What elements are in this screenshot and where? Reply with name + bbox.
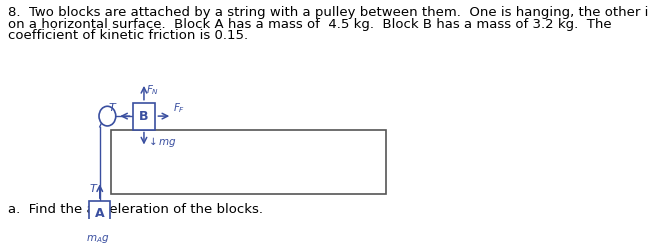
Text: coefficient of kinetic friction is 0.15.: coefficient of kinetic friction is 0.15.: [8, 29, 248, 42]
Text: $\downarrow mg$: $\downarrow mg$: [146, 135, 178, 149]
Text: T: T: [109, 103, 116, 113]
Bar: [89, 201, 110, 226]
Text: 8.  Two blocks are attached by a string with a pulley between them.  One is hang: 8. Two blocks are attached by a string w…: [8, 6, 648, 19]
Text: a.  Find the acceleration of the blocks.: a. Find the acceleration of the blocks.: [8, 203, 263, 216]
Bar: [111, 130, 386, 194]
Text: on a horizontal surface.  Block A has a mass of  4.5 kg.  Block B has a mass of : on a horizontal surface. Block A has a m…: [8, 18, 612, 31]
Text: $F_N$: $F_N$: [146, 83, 159, 97]
Circle shape: [99, 106, 116, 126]
Text: B: B: [139, 110, 148, 122]
Text: A: A: [95, 207, 104, 220]
Text: $m_Ag$: $m_Ag$: [86, 233, 110, 244]
Text: $F_F$: $F_F$: [173, 102, 185, 115]
Text: T: T: [90, 183, 97, 193]
Bar: [133, 103, 156, 130]
